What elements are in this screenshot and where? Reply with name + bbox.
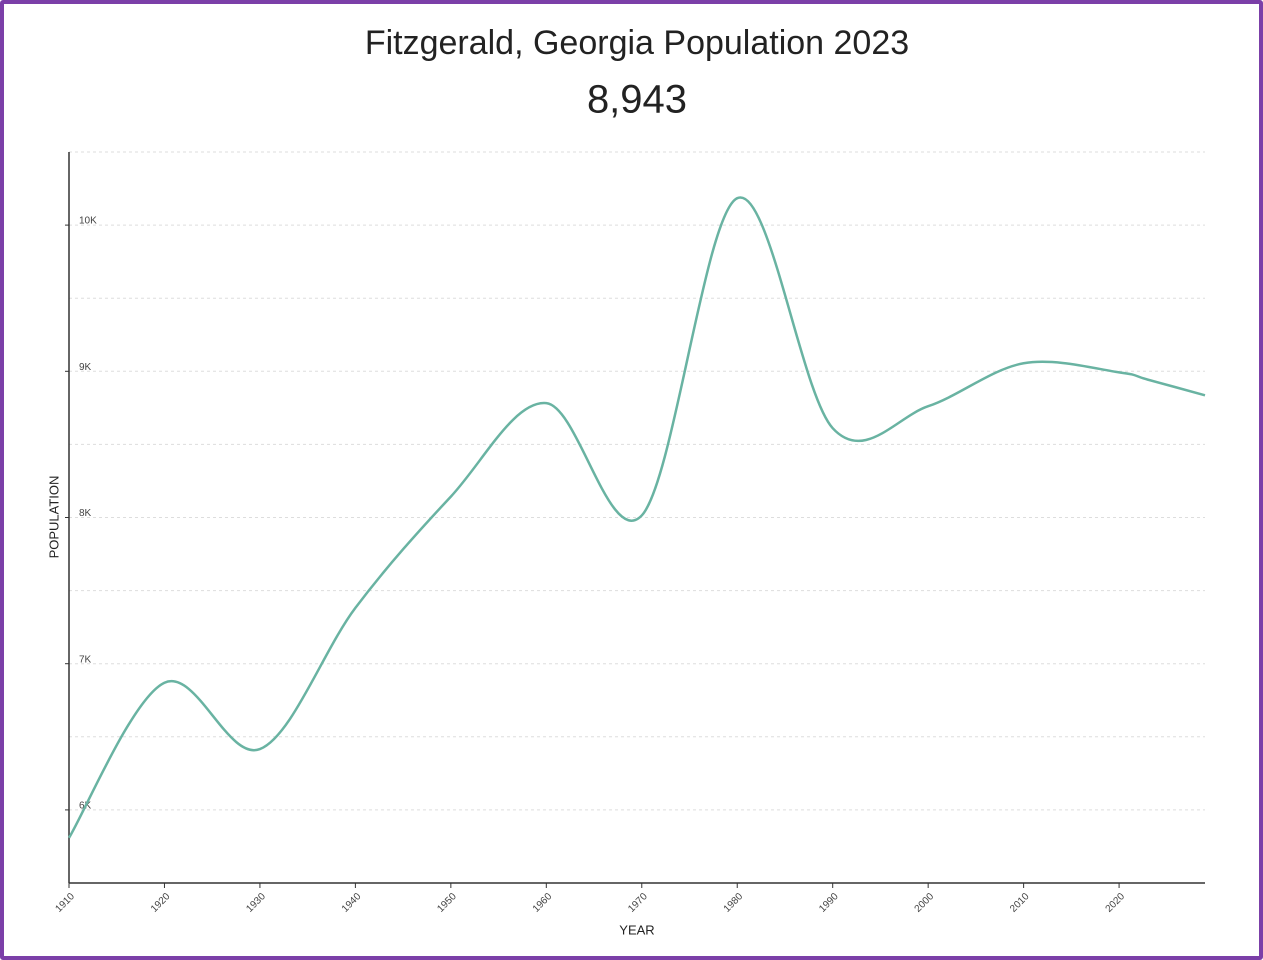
x-tick-label: 1950 bbox=[435, 891, 459, 915]
y-tick-label: 9K bbox=[79, 362, 92, 373]
x-tick-label: 2020 bbox=[1104, 891, 1128, 915]
x-tick-label: 1910 bbox=[53, 891, 77, 915]
x-tick-label: 1940 bbox=[340, 891, 364, 915]
x-tick-label: 2000 bbox=[913, 891, 937, 915]
y-axis-label: POPULATION bbox=[46, 476, 61, 559]
x-tick-label: 1980 bbox=[722, 891, 746, 915]
x-tick-label: 1960 bbox=[531, 891, 555, 915]
chart-subtitle: 8,943 bbox=[587, 78, 687, 122]
line bbox=[67, 196, 1206, 839]
y-tick-label: 10K bbox=[79, 216, 97, 227]
x-tick-label: 1930 bbox=[244, 891, 268, 915]
x-tick-label: 2010 bbox=[1008, 891, 1032, 915]
x-tick-label: 1920 bbox=[149, 891, 173, 915]
y-tick-label: 7K bbox=[79, 654, 92, 665]
y-tick-label: 8K bbox=[79, 508, 92, 519]
x-tick-label: 1970 bbox=[626, 891, 650, 915]
x-tick-label: 1990 bbox=[817, 891, 841, 915]
chart-title: Fitzgerald, Georgia Population 2023 bbox=[365, 24, 909, 62]
x-axis-label: YEAR bbox=[619, 922, 654, 937]
